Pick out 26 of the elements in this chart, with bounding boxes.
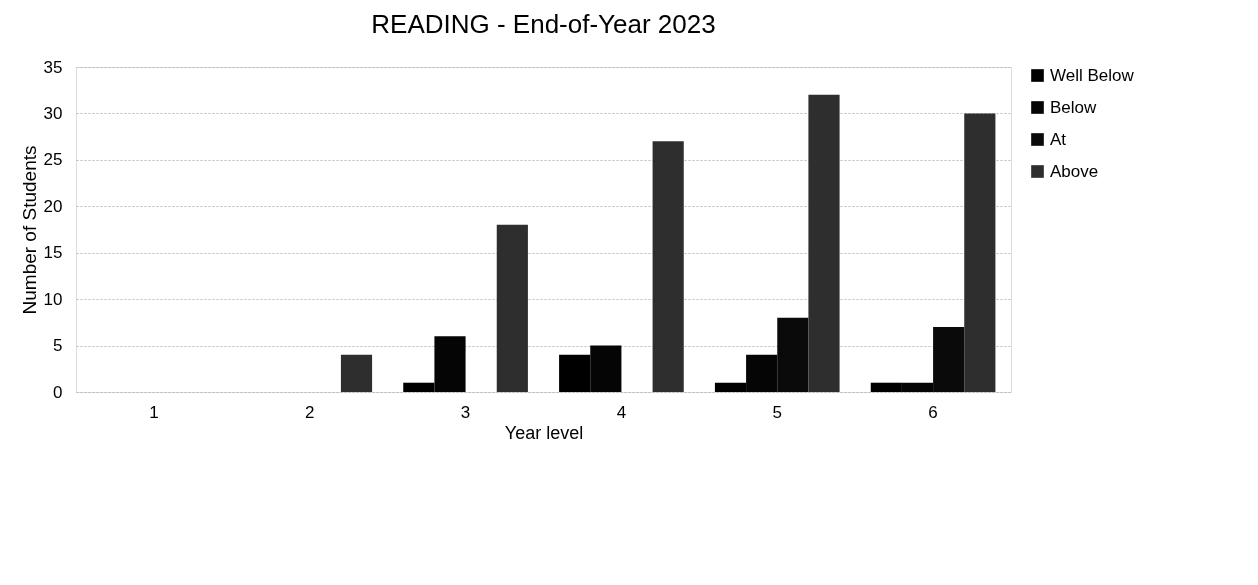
- y-tick-label: 20: [43, 196, 63, 216]
- x-tick-label: 1: [149, 402, 159, 422]
- chart-title: READING - End-of-Year 2023: [371, 9, 716, 39]
- bar: [808, 94, 840, 392]
- y-tick-label: 10: [43, 289, 63, 309]
- x-tick-label: 6: [928, 402, 938, 422]
- x-tick-label: 5: [772, 402, 782, 422]
- bar: [340, 354, 373, 392]
- y-tick-label: 5: [53, 336, 63, 356]
- bar: [652, 141, 684, 392]
- legend-label: Below: [1050, 97, 1098, 117]
- y-tick-label: 25: [43, 150, 63, 170]
- legend-label: Well Below: [1050, 65, 1135, 85]
- x-tick-label: 2: [305, 402, 315, 422]
- y-tick-label: 30: [43, 103, 63, 123]
- x-tick-label: 3: [460, 402, 471, 422]
- y-tick-label: 15: [43, 243, 63, 263]
- x-tick-label: 4: [616, 402, 627, 422]
- legend-label: At: [1050, 129, 1067, 149]
- legend-label: Above: [1050, 161, 1099, 181]
- bar: [496, 224, 528, 392]
- x-axis-title: Year level: [504, 422, 584, 443]
- y-tick-label: 0: [53, 382, 63, 402]
- y-tick-label: 35: [43, 57, 63, 77]
- y-axis-title: Number of Students: [18, 145, 40, 315]
- bar: [964, 113, 996, 392]
